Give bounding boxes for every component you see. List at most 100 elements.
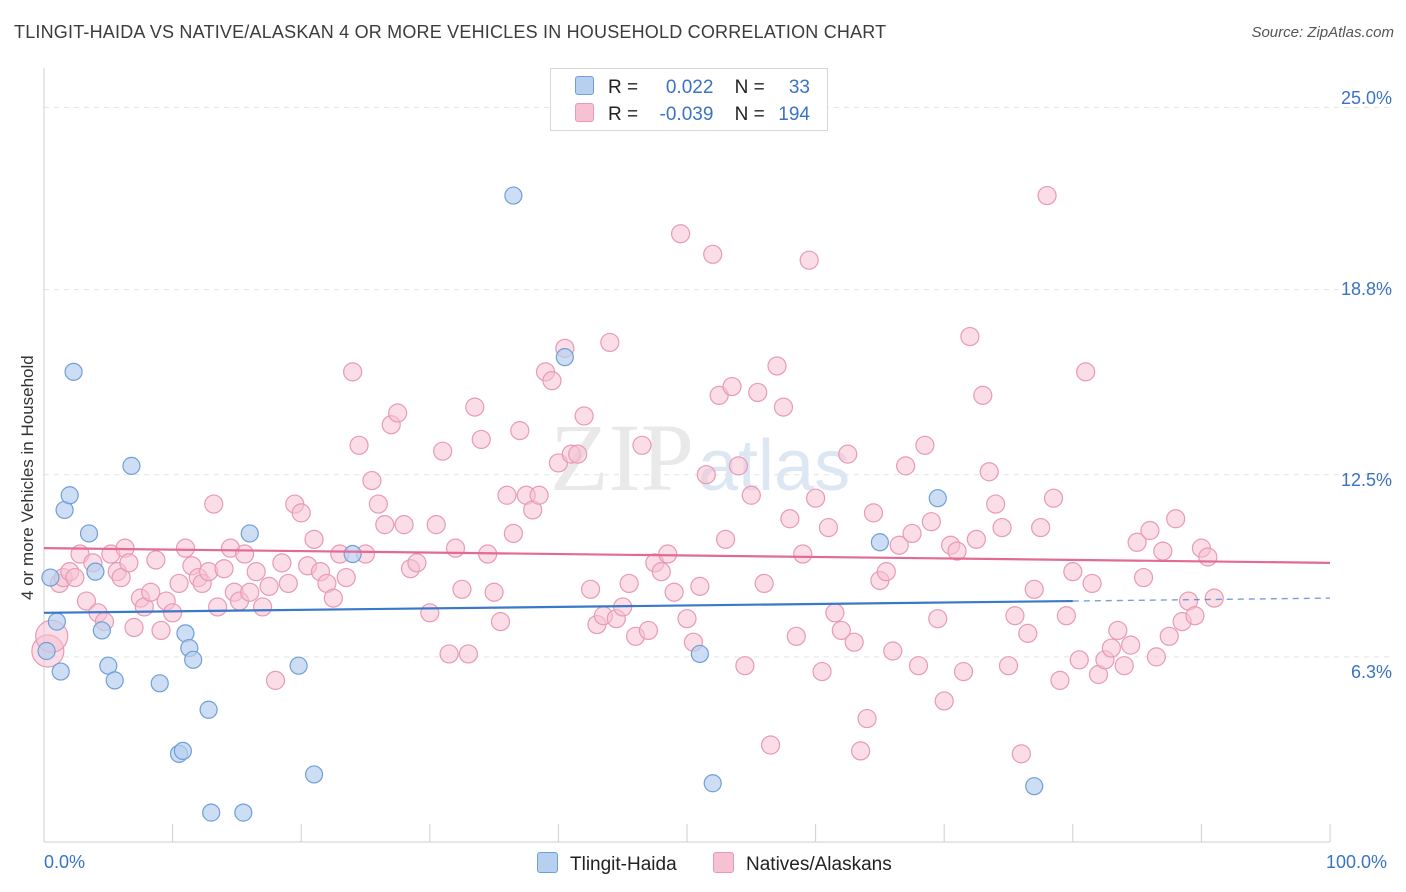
natives-alaskans-point (979, 462, 999, 482)
natives-alaskans-point (484, 582, 504, 602)
natives-alaskans-point (497, 485, 517, 505)
natives-alaskans-point (728, 456, 749, 476)
natives-alaskans-point (773, 397, 794, 417)
tlingit-haida-point (51, 662, 70, 681)
natives-alaskans-point (1166, 509, 1186, 529)
natives-alaskans-point (664, 582, 684, 602)
pink-swatch-icon (575, 103, 594, 122)
natives-alaskans-point (973, 385, 993, 405)
natives-alaskans-point (568, 444, 588, 464)
tlingit-haida-point (173, 741, 192, 761)
natives-alaskans-point (1121, 635, 1141, 655)
natives-alaskans-point (445, 538, 466, 558)
natives-alaskans-point (857, 708, 877, 729)
natives-alaskans-point (240, 582, 260, 602)
natives-alaskans-point (471, 429, 491, 450)
natives-alaskans-point (265, 670, 286, 690)
r-value: 0.022 (665, 77, 714, 98)
natives-alaskans-point (433, 441, 453, 461)
tlingit-haida-trend-line (43, 599, 1073, 614)
chart-title: TLINGIT-HAIDA VS NATIVE/ALASKAN 4 OR MOR… (14, 22, 887, 42)
natives-alaskans-point (715, 529, 736, 549)
natives-alaskans-point (696, 465, 716, 485)
natives-alaskans-point (780, 509, 800, 529)
natives-alaskans-point (1024, 579, 1044, 599)
r-label: R = (608, 77, 639, 98)
natives-alaskans-point (278, 573, 298, 594)
tlingit-haida-point (289, 656, 308, 675)
y-tick-label-6-3: 6.3% (1350, 662, 1392, 682)
natives-alaskans-point (748, 382, 768, 403)
natives-alaskans-point (896, 456, 916, 476)
natives-alaskans-point (1140, 520, 1160, 541)
tlingit-haida-point (240, 524, 259, 543)
natives-alaskans-point (1050, 670, 1070, 690)
tlingit-haida-point (60, 486, 79, 505)
source-label: Source: ZipAtlas.com (1251, 24, 1394, 41)
tlingit-haida-point (79, 524, 99, 543)
natives-alaskans-point (902, 523, 922, 544)
tlingit-haida-point (343, 544, 362, 564)
natives-alaskans-point (259, 576, 279, 596)
natives-alaskans-trend-line (43, 547, 1331, 564)
natives-alaskans-point (420, 603, 440, 623)
natives-alaskans-point (214, 559, 234, 579)
natives-alaskans-point (1056, 606, 1076, 626)
natives-alaskans-point (754, 573, 774, 594)
bottom-legend-tlingit-haida: Tlingit-Haida (537, 852, 677, 876)
y-tick-label-12-5: 12.5% (1340, 470, 1392, 490)
r-value: -0.039 (659, 104, 714, 125)
natives-alaskans-point (368, 494, 388, 514)
natives-alaskans-point (1204, 588, 1224, 608)
natives-alaskans-point (510, 421, 530, 441)
natives-alaskans-point (1063, 562, 1083, 582)
axes (43, 68, 1331, 843)
natives-alaskans-point (349, 435, 369, 455)
natives-alaskans-point (1018, 623, 1038, 643)
natives-alaskans-point (1146, 647, 1166, 667)
natives-alaskans-point (889, 535, 909, 555)
natives-alaskans-point (793, 544, 813, 564)
natives-alaskans-point (151, 620, 171, 641)
y-axis-label: 4 or more Vehicles in Household (18, 355, 37, 600)
series2-label: Natives/Alaskans (746, 854, 892, 875)
natives-alaskans-point (272, 553, 292, 573)
tlingit-haida-point (690, 644, 709, 664)
series1-label: Tlingit-Haida (570, 854, 677, 875)
natives-alaskans-point (998, 656, 1019, 676)
natives-alaskans-point (638, 620, 659, 641)
blue-swatch-icon (537, 852, 558, 873)
n-label: N = (734, 104, 765, 125)
natives-alaskans-point (966, 529, 986, 549)
natives-alaskans-point (1076, 362, 1096, 382)
natives-alaskans-point (876, 562, 896, 582)
y-tick-label-25-0: 25.0% (1340, 88, 1392, 108)
natives-alaskans-point (908, 656, 929, 676)
natives-alaskans-point (426, 515, 446, 535)
tlingit-haida-point (870, 533, 890, 552)
natives-alaskans-point (992, 517, 1012, 538)
natives-alaskans-point (960, 326, 980, 347)
x-tick-label-max: 100.0% (1326, 852, 1388, 872)
natives-alaskans-point (1127, 532, 1147, 552)
tlingit-haida-trend-extension (1072, 597, 1331, 602)
natives-alaskans-point (119, 553, 139, 573)
natives-alaskans-point (1101, 638, 1121, 658)
natives-alaskans-point (291, 503, 311, 523)
natives-alaskans-point (947, 541, 967, 561)
natives-alaskans-point (124, 617, 144, 638)
stats-legend: R = 0.022 N = 33 R = -0.039 N = 194 (550, 68, 828, 131)
tlingit-haida-point (64, 362, 83, 381)
blue-swatch-icon (575, 76, 594, 95)
natives-alaskans-point (169, 573, 189, 594)
natives-alaskans-point (722, 376, 742, 397)
pink-swatch-icon (713, 852, 734, 873)
natives-alaskans-point (458, 644, 478, 664)
natives-alaskans-point (799, 250, 819, 270)
tlingit-haida-point (122, 456, 141, 475)
n-value: 33 (788, 77, 810, 98)
natives-alaskans-point (600, 332, 620, 353)
n-value: 194 (778, 104, 810, 125)
natives-alaskans-point (1133, 567, 1154, 588)
